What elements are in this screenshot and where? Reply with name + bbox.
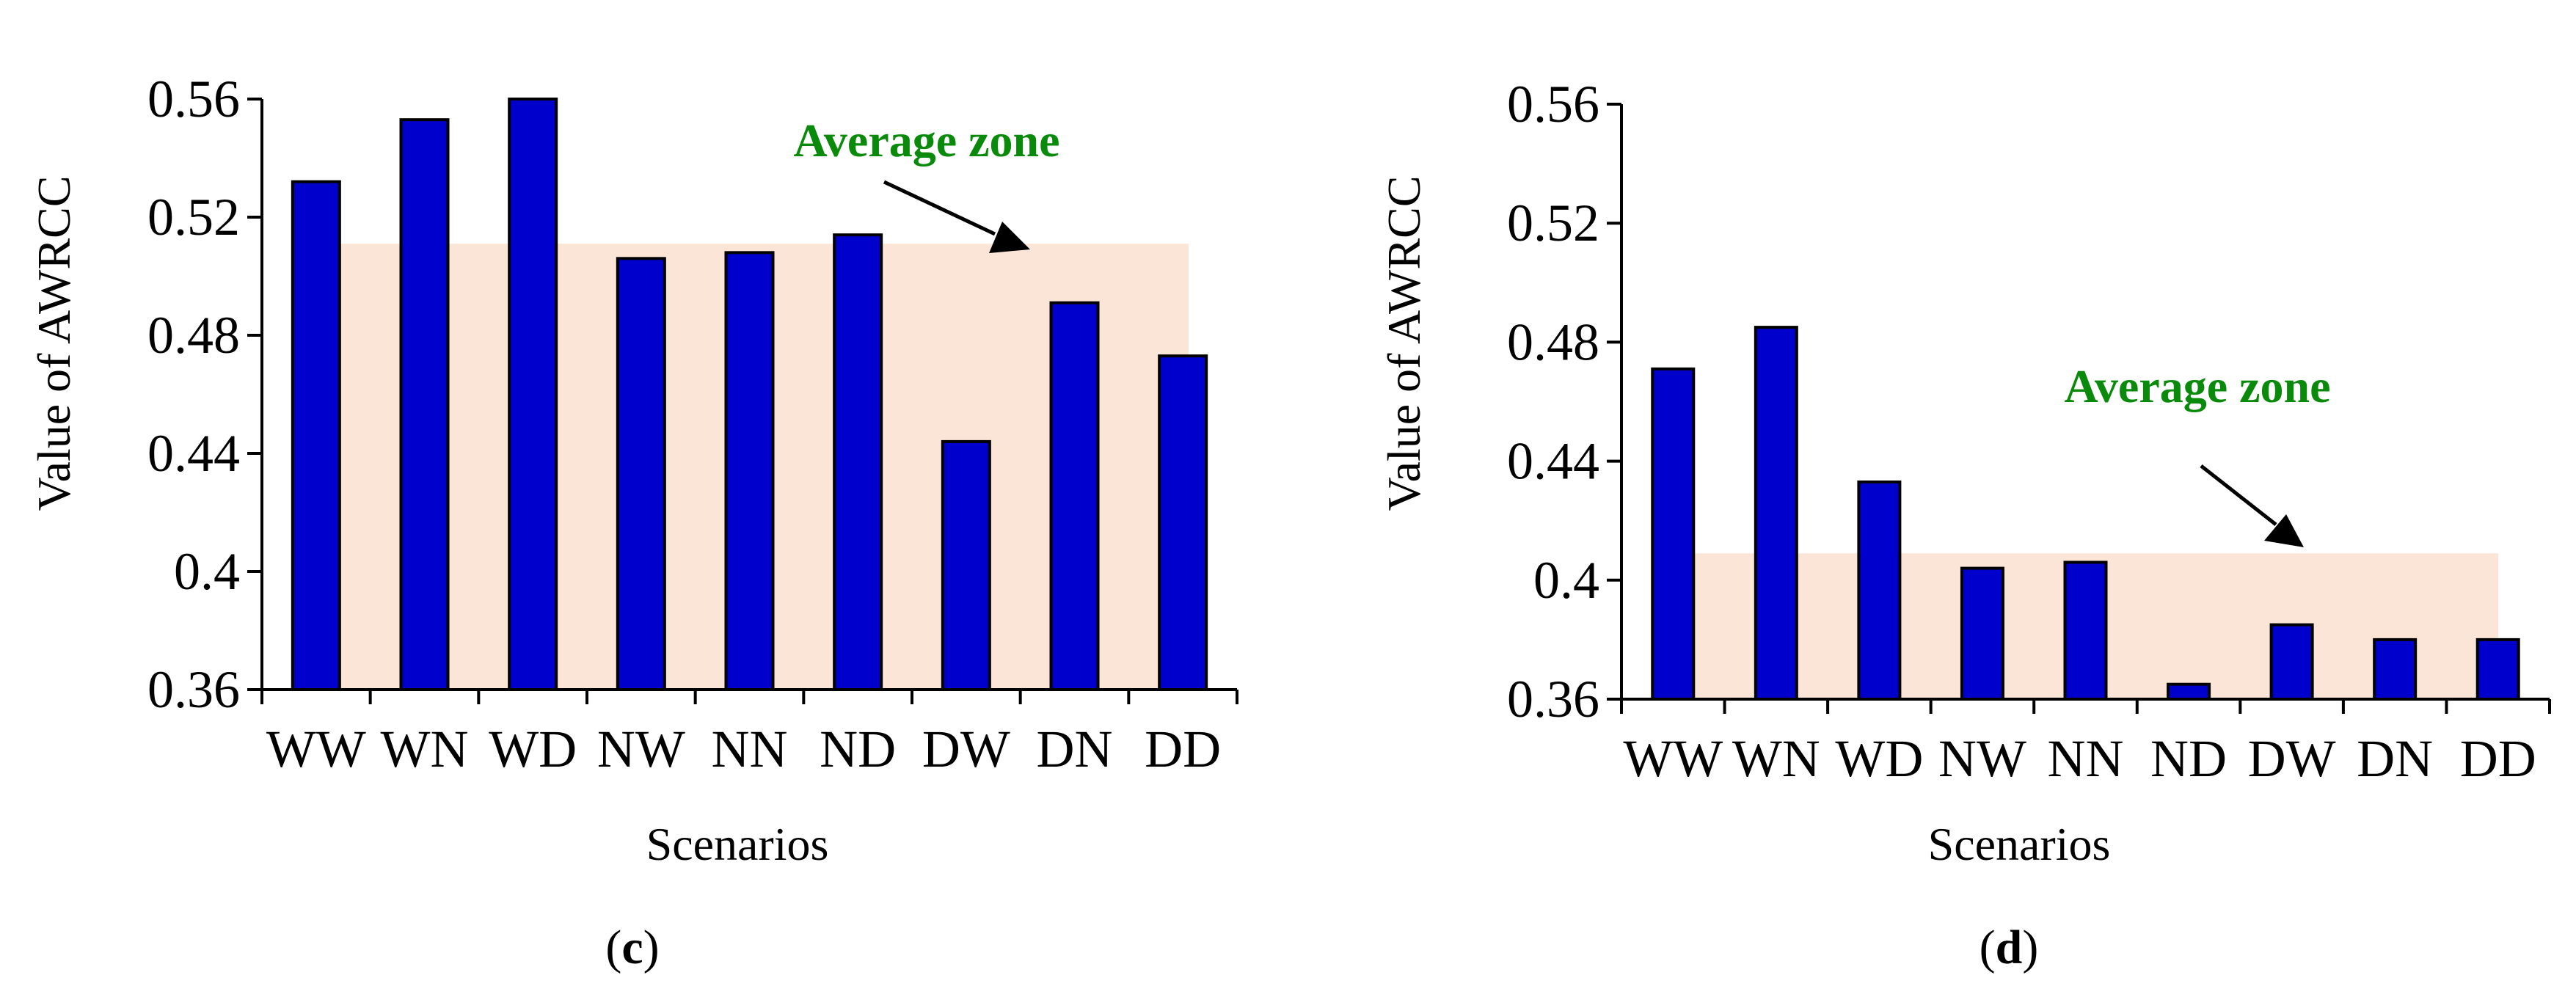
bar-dw [2269,623,2314,701]
x-category-label: WW [1623,729,1723,788]
x-category-label: NW [597,720,685,778]
bar-wd [508,98,558,691]
x-category-label: NW [1938,729,2026,788]
x-category-label: ND [2150,729,2227,788]
average-zone-arrow [883,180,1030,253]
bar-nd [2167,682,2211,701]
bar-dd [1158,354,1208,691]
y-tick-label: 0.4 [174,542,240,601]
x-category-label: NN [712,720,788,778]
y-tick-label: 0.44 [1507,432,1599,491]
y-tick-label: 0.56 [147,70,240,128]
x-category-label: WW [266,720,366,778]
bar-ww [1651,367,1696,701]
y-tick-label: 0.44 [147,424,240,483]
chart-panel-d: 0.36 0.4 0.44 0.48 0.52 0.56 WW WN WD NW NN ND DW DN… [1378,75,2551,974]
x-category-label: DD [1145,720,1221,778]
bar-nn [724,251,775,691]
x-category-label: DN [2357,729,2433,788]
average-zone-label: Average zone [2064,360,2330,412]
bar-nd [833,233,883,691]
y-tick-label: 0.52 [147,188,240,246]
bar-dn [2373,638,2418,701]
bar-wn [399,118,450,692]
x-axis-title: Scenarios [646,818,829,870]
x-category-label: DW [922,720,1010,778]
x-category-label: DD [2460,729,2536,788]
y-tick-label: 0.48 [1507,313,1599,371]
y-tick-label: 0.56 [1507,75,1599,134]
bar-dw [941,439,991,692]
bar-wn [1754,326,1798,701]
bar-nw [1960,566,2004,701]
y-axis-title: Value of AWRCC [28,175,80,511]
panel-caption: (d) [1980,921,2039,974]
x-category-label: WD [489,720,577,778]
average-zone-label: Average zone [793,114,1059,167]
x-category-label: ND [820,720,896,778]
chart-panel-c: 0.36 0.4 0.44 0.48 0.52 0.56 WW WN WD NW NN ND DW DN… [28,70,1238,974]
y-tick-label: 0.48 [147,306,240,365]
x-category-label: WD [1835,729,1923,788]
y-tick-label: 0.36 [1507,670,1599,728]
average-zone-arrow [2200,464,2304,547]
y-tick-label: 0.4 [1533,551,1599,610]
bar-dn [1049,301,1100,692]
bar-nn [2063,560,2108,701]
bar-nw [616,257,666,692]
y-tick-label: 0.36 [147,660,240,719]
x-category-label: WN [1732,729,1820,788]
x-axis-title: Scenarios [1928,818,2111,870]
y-tick-label: 0.52 [1507,194,1599,252]
y-axis-title: Value of AWRCC [1378,175,1430,511]
x-category-label: WN [381,720,469,778]
bar-wd [1857,480,1902,701]
x-category-label: NN [2048,729,2124,788]
x-category-label: DW [2248,729,2336,788]
bar-dd [2475,638,2520,701]
bar-ww [291,180,341,691]
panel-caption: (c) [605,921,659,974]
x-category-label: DN [1037,720,1113,778]
